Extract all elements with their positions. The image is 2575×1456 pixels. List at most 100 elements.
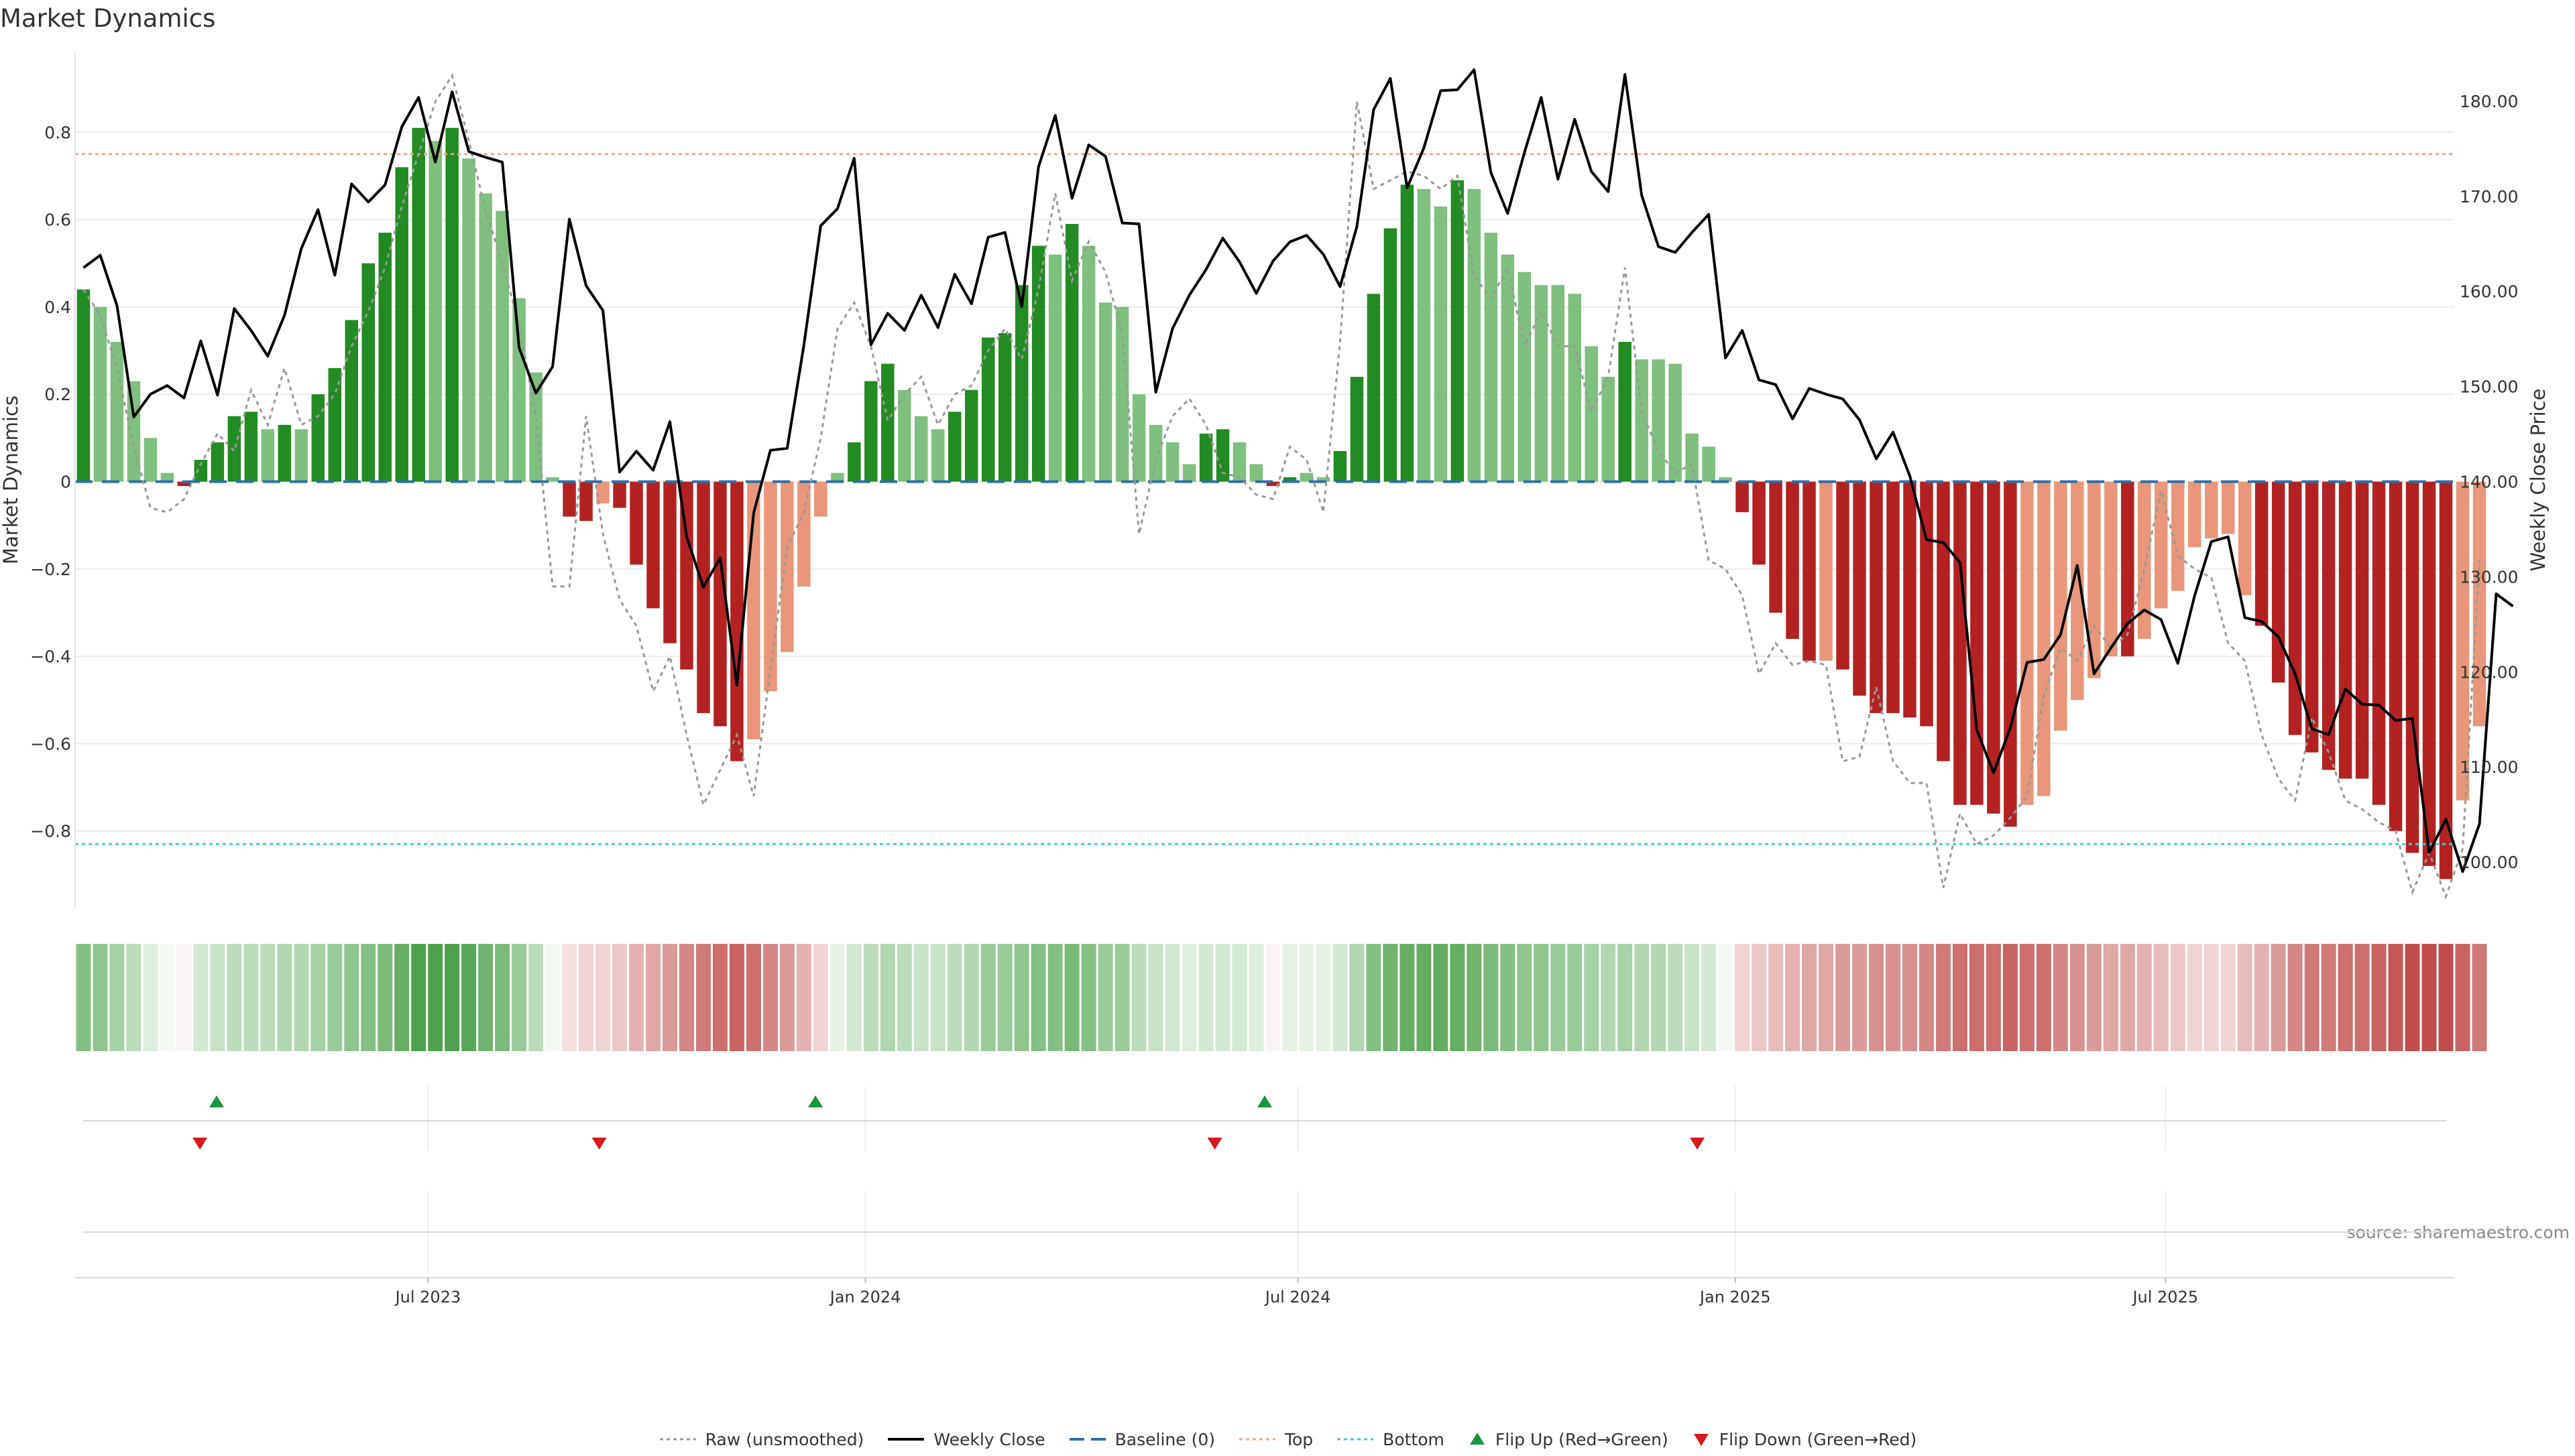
- legend-label: Weekly Close: [933, 1429, 1045, 1449]
- regime-cell: [1114, 944, 1130, 1051]
- legend-symbol-top: [1238, 1433, 1277, 1446]
- regime-cell: [1617, 944, 1633, 1051]
- regime-cell: [1634, 944, 1650, 1051]
- legend-label: Flip Up (Red→Green): [1495, 1429, 1668, 1449]
- regime-cell: [2254, 944, 2269, 1051]
- right-tick-label: 150.00: [2460, 377, 2518, 397]
- legend-symbol-flip-up: [1467, 1431, 1487, 1447]
- line-series: [75, 68, 2514, 900]
- momentum-bar: [1501, 254, 1515, 482]
- momentum-bar: [462, 158, 475, 482]
- regime-cell: [1098, 944, 1113, 1051]
- regime-cell: [1366, 944, 1381, 1051]
- momentum-bar: [1182, 464, 1196, 482]
- regime-cell: [880, 944, 895, 1051]
- right-tick-label: 100.00: [2460, 853, 2518, 872]
- regime-cell: [1567, 944, 1583, 1051]
- regime-cell: [1383, 944, 1398, 1051]
- regime-cell: [243, 944, 259, 1051]
- momentum-bar: [76, 289, 91, 482]
- regime-cell: [796, 944, 811, 1051]
- regime-cell: [1735, 944, 1750, 1051]
- momentum-bar: [2254, 481, 2269, 626]
- momentum-bar: [194, 459, 208, 482]
- regime-cell: [846, 944, 862, 1051]
- regime-cell: [2187, 944, 2202, 1051]
- momentum-bar: [2187, 481, 2201, 548]
- regime-cell: [947, 944, 962, 1051]
- regime-cell: [2036, 944, 2051, 1051]
- regime-cell: [478, 944, 494, 1051]
- raw-unsmoothed-line: [82, 72, 2480, 900]
- momentum-bar: [1216, 429, 1230, 482]
- momentum-bar: [2171, 481, 2185, 591]
- momentum-bar: [2071, 481, 2084, 701]
- regime-cell: [1148, 944, 1163, 1051]
- momentum-bar: [1132, 394, 1146, 482]
- regime-cell: [1450, 944, 1465, 1051]
- momentum-bar: [1249, 464, 1263, 482]
- legend-item-bottom: Bottom: [1336, 1430, 1444, 1449]
- momentum-bar: [278, 424, 292, 482]
- regime-cell: [1902, 944, 1917, 1051]
- momentum-bar: [211, 442, 225, 482]
- momentum-bar: [144, 438, 158, 482]
- momentum-bar: [2439, 481, 2453, 879]
- regime-cell: [411, 944, 426, 1051]
- left-tick-label: 0.4: [44, 298, 71, 317]
- right-tick-label: 160.00: [2460, 282, 2518, 302]
- legend-item-flip-up: Flip Up (Red→Green): [1467, 1430, 1668, 1449]
- regime-cell: [695, 944, 711, 1051]
- momentum-bar: [2087, 481, 2101, 678]
- regime-cell: [1835, 944, 1851, 1051]
- momentum-bar: [1082, 245, 1096, 482]
- regime-cell: [913, 944, 929, 1051]
- left-tick-label: −0.8: [30, 822, 71, 841]
- momentum-bar: [1819, 481, 1833, 661]
- regime-cell: [2287, 944, 2303, 1051]
- momentum-bar: [1970, 481, 1984, 805]
- left-tick-label: 0.2: [44, 385, 71, 404]
- regime-cell: [1299, 944, 1314, 1051]
- momentum-bar: [177, 481, 191, 487]
- x-tick-label: Jan 2025: [1699, 1288, 1771, 1307]
- regime-cell: [829, 944, 845, 1051]
- momentum-bar: [1735, 481, 1749, 513]
- right-tick-label: 170.00: [2460, 187, 2518, 206]
- legend-symbol-baseline: [1068, 1433, 1107, 1446]
- momentum-bar: [563, 481, 576, 517]
- momentum-bar: [697, 481, 710, 713]
- regime-cell: [1131, 944, 1147, 1051]
- legend: Raw (unsmoothed) Weekly Close Baseline (0)…: [0, 1422, 2575, 1456]
- momentum-bar: [680, 481, 693, 670]
- momentum-bar: [2288, 481, 2302, 735]
- momentum-bar: [2456, 481, 2470, 801]
- momentum-bar: [1601, 377, 1615, 482]
- momentum-bar: [2204, 481, 2218, 539]
- momentum-bar: [1652, 359, 1665, 482]
- momentum-bar: [1065, 224, 1079, 482]
- momentum-bar: [848, 442, 861, 482]
- momentum-bar: [1098, 302, 1112, 482]
- regime-cell: [1047, 944, 1063, 1051]
- momentum-bar: [2238, 481, 2252, 595]
- legend-label: Baseline (0): [1114, 1429, 1215, 1449]
- momentum-bar: [864, 381, 878, 482]
- legend-item-raw: Raw (unsmoothed): [659, 1430, 864, 1449]
- momentum-bar: [395, 167, 408, 482]
- momentum-bar: [2305, 481, 2319, 753]
- momentum-bar: [646, 481, 660, 609]
- regime-cell: [1768, 944, 1784, 1051]
- momentum-bar: [2104, 481, 2118, 657]
- momentum-bar: [2322, 481, 2336, 770]
- legend-symbol-raw: [659, 1433, 697, 1446]
- regime-cell: [1517, 944, 1532, 1051]
- momentum-bar: [311, 394, 325, 482]
- momentum-bar: [1350, 377, 1364, 482]
- right-tick-label: 130.00: [2460, 567, 2518, 587]
- x-tick-label: Jan 2024: [829, 1288, 901, 1307]
- right-tick-label: 120.00: [2460, 662, 2518, 682]
- regime-cell: [1081, 944, 1096, 1051]
- momentum-bar: [1383, 228, 1397, 482]
- momentum-bar: [2020, 481, 2034, 805]
